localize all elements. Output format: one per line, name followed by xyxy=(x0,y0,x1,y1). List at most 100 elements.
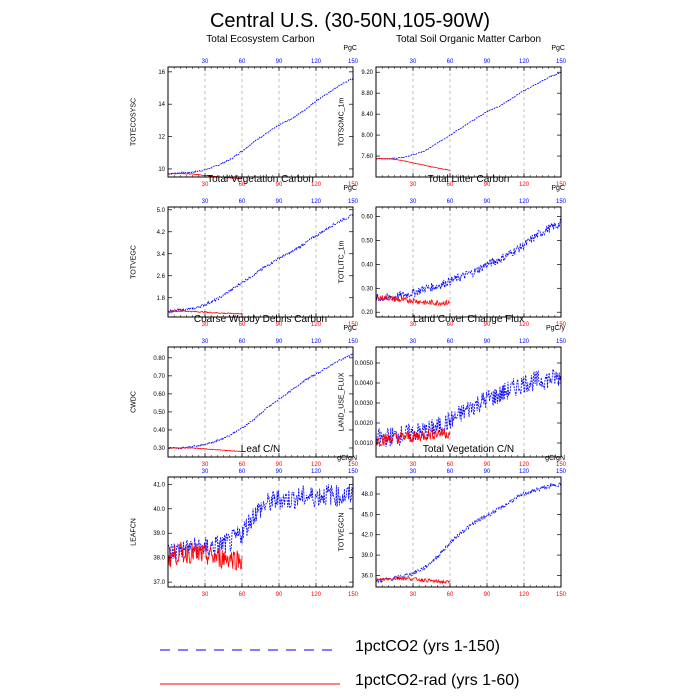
x-tick-label-bottom: 90 xyxy=(484,462,491,468)
series-line-1pctco2-rad xyxy=(375,427,451,448)
y-tick-label: 3.4 xyxy=(157,252,166,258)
series-line-1pctco2 xyxy=(167,484,354,561)
series-line-1pctco2 xyxy=(167,353,354,450)
x-tick-label-top: 120 xyxy=(519,469,530,475)
x-tick-label-top: 150 xyxy=(556,199,567,205)
x-tick-label-top: 60 xyxy=(447,199,454,205)
x-tick-label-bottom: 60 xyxy=(447,462,454,468)
x-tick-label-top: 60 xyxy=(447,469,454,475)
x-tick-label-top: 120 xyxy=(311,469,322,475)
y-axis-label: TOTECOSYSC xyxy=(130,97,138,147)
x-tick-label-top: 60 xyxy=(239,339,246,345)
y-tick-label: 0.40 xyxy=(361,262,373,268)
x-tick-label-bottom: 90 xyxy=(276,592,283,598)
x-tick-label-bottom: 30 xyxy=(202,182,209,188)
series-line-1pctco2-rad xyxy=(375,294,451,307)
series-line-1pctco2-rad xyxy=(375,157,451,171)
x-tick-label-top: 150 xyxy=(348,469,359,475)
y-tick-label: 8.80 xyxy=(361,91,373,97)
panel-totvegc: Total Vegetation Carbon PgC TOTVEGC 30 30 60 6… xyxy=(131,174,359,328)
panel-cwdc: Coarse Woody Debris Carbon PgC CWDC 30 30 60 6… xyxy=(131,314,359,468)
y-axis-label: TOTVEGC xyxy=(130,245,138,279)
series-line-1pctco2 xyxy=(167,214,354,315)
series-line-1pctco2-rad xyxy=(375,575,451,585)
y-axis-label: LEAFCN xyxy=(130,518,138,546)
x-tick-label-bottom: 90 xyxy=(484,592,491,598)
x-tick-label-bottom: 150 xyxy=(556,592,567,598)
plot-frame xyxy=(167,476,354,588)
plot-frame xyxy=(375,346,562,458)
panel-totlitc-1m: Total Litter Carbon PgC TOTLITC_1m 30 30 60 60… xyxy=(339,174,567,328)
x-tick-label-top: 120 xyxy=(519,59,530,65)
units-label: gC/gN xyxy=(337,455,357,462)
x-tick-label-bottom: 120 xyxy=(311,322,322,328)
y-tick-label: 48.0 xyxy=(361,492,373,498)
panel-title: Total Litter Carbon xyxy=(427,174,510,185)
y-tick-label: 42.0 xyxy=(361,533,373,539)
series-line-1pctco2-rad xyxy=(167,447,243,453)
x-tick-label-bottom: 90 xyxy=(484,182,491,188)
series-line-1pctco2-rad xyxy=(167,541,243,571)
plot-totsomc-1m: 30 30 60 60 90 90 120 120 150 150 7.60 8.00 8.40 8.80… xyxy=(361,59,566,188)
x-tick-label-top: 150 xyxy=(556,469,567,475)
x-tick-label-bottom: 120 xyxy=(519,182,530,188)
y-axis-label: TOTVEGCN xyxy=(338,512,346,552)
y-axis-label: TOTLITC_1m xyxy=(338,240,346,284)
y-tick-label: 0.70 xyxy=(153,374,165,380)
y-tick-label: 0.80 xyxy=(153,356,165,362)
y-tick-label: 2.6 xyxy=(157,274,166,280)
x-tick-label-bottom: 150 xyxy=(556,462,567,468)
panel-land-use-flux: Land Cover Change Flux PgC/y LAND_USE_FLUX… xyxy=(339,314,567,468)
y-axis-label: CWDC xyxy=(130,391,138,413)
series-line-1pctco2-rad xyxy=(167,309,243,315)
y-tick-label: 36.0 xyxy=(361,573,373,579)
y-tick-label: 45.0 xyxy=(361,512,373,518)
x-tick-label-bottom: 90 xyxy=(276,322,283,328)
x-tick-label-top: 150 xyxy=(556,59,567,65)
x-tick-label-top: 30 xyxy=(410,469,417,475)
plot-frame xyxy=(375,206,562,318)
y-tick-label: 5.0 xyxy=(157,208,166,214)
x-tick-label-top: 30 xyxy=(410,199,417,205)
panel-leafcn: Leaf C/N gC/gN LEAFCN 30 30 60 60 90 90 120 120 150… xyxy=(131,444,359,598)
x-tick-label-bottom: 90 xyxy=(276,182,283,188)
x-tick-label-bottom: 120 xyxy=(519,592,530,598)
plot-totvegcn: 30 30 60 60 90 90 120 120 150 150 36.0 39.0 42.0 45.0… xyxy=(361,469,566,598)
x-tick-label-top: 90 xyxy=(484,199,491,205)
y-tick-label: 39.0 xyxy=(361,553,373,559)
page-title: Central U.S. (30-50N,105-90W) xyxy=(209,10,491,32)
y-tick-label: 37.0 xyxy=(153,580,165,586)
y-tick-label: 0.0010 xyxy=(355,441,374,447)
x-tick-label-bottom: 60 xyxy=(447,182,454,188)
plot-totecosysc: 30 30 60 60 90 90 120 120 150 150 10 12 14 16 xyxy=(158,59,358,188)
x-tick-label-bottom: 120 xyxy=(311,592,322,598)
x-tick-label-top: 90 xyxy=(484,59,491,65)
legend-label-1pctco2: 1pctCO2 (yrs 1-150) xyxy=(355,638,500,655)
series-line-1pctco2 xyxy=(375,368,562,447)
x-tick-label-top: 30 xyxy=(202,469,209,475)
y-tick-label: 7.60 xyxy=(361,154,373,160)
x-tick-label-bottom: 60 xyxy=(239,592,246,598)
y-tick-label: 10 xyxy=(158,167,165,173)
units-label: PgC/y xyxy=(545,325,565,332)
y-tick-label: 41.0 xyxy=(153,482,165,488)
x-tick-label-bottom: 120 xyxy=(519,462,530,468)
y-tick-label: 0.30 xyxy=(153,446,165,452)
units-label: PgC xyxy=(343,325,357,332)
plot-frame xyxy=(167,66,354,178)
x-tick-label-bottom: 150 xyxy=(348,182,359,188)
legend: 1pctCO2 (yrs 1-150) 1pctCO2-rad (yrs 1-6… xyxy=(160,632,580,692)
y-tick-label: 38.0 xyxy=(153,556,165,562)
panel-title: Total Vegetation C/N xyxy=(422,444,515,455)
panel-totsomc-1m: Total Soil Organic Matter Carbon PgC TOTSO… xyxy=(339,34,567,188)
panel-title: Total Soil Organic Matter Carbon xyxy=(395,34,542,45)
x-tick-label-bottom: 60 xyxy=(447,322,454,328)
x-tick-label-bottom: 60 xyxy=(239,322,246,328)
x-tick-label-bottom: 90 xyxy=(484,322,491,328)
series-line-1pctco2 xyxy=(167,77,354,175)
y-tick-label: 16 xyxy=(158,70,165,76)
y-tick-label: 0.60 xyxy=(153,392,165,398)
x-tick-label-top: 60 xyxy=(239,59,246,65)
x-tick-label-bottom: 150 xyxy=(556,182,567,188)
y-tick-label: 0.50 xyxy=(153,410,165,416)
